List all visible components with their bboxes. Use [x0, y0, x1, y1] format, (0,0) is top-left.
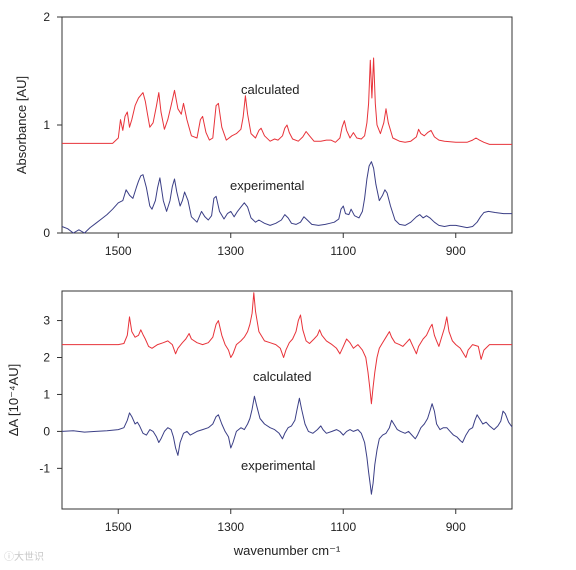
annotation-top-experimental: experimental — [230, 178, 305, 193]
difference-plot-frame — [61, 290, 513, 510]
difference-y-tick-label-3: 3 — [43, 314, 50, 328]
difference-x-tick-label-1300: 1300 — [217, 520, 244, 534]
difference-y-tick-label-1: 1 — [43, 387, 50, 401]
difference-x-tick-label-1100: 1100 — [330, 520, 356, 534]
absorbance-y-axis-label: Absorbance [AU] — [14, 76, 29, 174]
absorbance-y-tick-label-2: 2 — [43, 10, 50, 24]
difference-panel: 1500 1300 1100 900 -1 0 1 2 3 ΔA [10⁻⁴AU] waven… — [6, 290, 513, 558]
absorbance-x-tick-label-1300: 1300 — [217, 244, 244, 258]
difference-x-tick-label-900: 900 — [446, 520, 466, 534]
difference-y-tick-label-2: 2 — [43, 351, 50, 365]
absorbance-x-tick-label-900: 900 — [446, 244, 466, 258]
absorbance-series-experimental-line — [61, 161, 512, 234]
difference-series-experimental-line — [61, 395, 513, 495]
annotation-top-calculated: calculated — [241, 82, 300, 97]
absorbance-x-tick-label-1100: 1100 — [330, 244, 356, 258]
absorbance-y-tick-label-0: 0 — [43, 226, 50, 240]
difference-y-tick-label-0: 0 — [43, 424, 50, 438]
difference-y-axis-label: ΔA [10⁻⁴AU] — [6, 364, 21, 436]
watermark: ⓘ大世识 — [4, 552, 44, 563]
difference-x-tick-label-1500: 1500 — [105, 520, 132, 534]
difference-y-tick-label--1: -1 — [39, 461, 50, 475]
absorbance-series-calculated-line — [62, 57, 512, 145]
absorbance-y-tick-label-1: 1 — [43, 118, 50, 132]
absorbance-panel: 1500 1300 1100 900 0 1 2 Absorbance [AU] calc… — [14, 10, 513, 258]
absorbance-x-tick-label-1500: 1500 — [105, 244, 132, 258]
difference-series-calculated-line — [62, 292, 512, 405]
x-axis-label: wavenumber cm⁻¹ — [233, 543, 341, 558]
annotation-bottom-experimental: experimental — [241, 458, 316, 473]
annotation-bottom-calculated: calculated — [253, 369, 312, 384]
